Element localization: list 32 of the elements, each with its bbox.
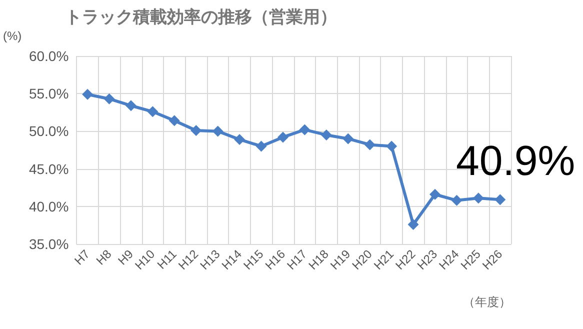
point bbox=[147, 106, 158, 118]
point bbox=[82, 88, 94, 100]
point bbox=[234, 134, 246, 145]
point bbox=[429, 188, 440, 200]
point bbox=[256, 140, 267, 152]
y-tick-label: 35.0% bbox=[28, 236, 69, 252]
y-tick-label: 55.0% bbox=[28, 86, 69, 102]
y-tick-label: 45.0% bbox=[28, 160, 69, 177]
x-tick-label: H8 bbox=[93, 246, 114, 268]
annotation: 40.9% bbox=[456, 137, 576, 184]
point bbox=[104, 93, 115, 104]
point bbox=[320, 129, 332, 140]
point bbox=[299, 124, 310, 136]
y-tick-label: 50.0% bbox=[28, 123, 69, 140]
y-tick-label: 40.0% bbox=[28, 198, 69, 214]
point bbox=[364, 139, 376, 150]
point bbox=[451, 194, 462, 206]
point bbox=[472, 192, 484, 204]
y-axis-title: (%) bbox=[2, 29, 22, 43]
point bbox=[494, 194, 506, 206]
point bbox=[212, 126, 224, 137]
point bbox=[386, 140, 398, 152]
point bbox=[125, 100, 136, 112]
y-tick-label: 60.0% bbox=[28, 48, 69, 64]
point bbox=[408, 218, 419, 230]
chart-title: トラック積載効率の推移（営業用） bbox=[65, 8, 337, 28]
x-tick-label: H7 bbox=[72, 246, 93, 268]
point bbox=[168, 115, 180, 126]
point bbox=[342, 133, 354, 144]
point bbox=[190, 124, 202, 136]
x-axis-title: （年度） bbox=[463, 295, 511, 309]
point bbox=[277, 132, 288, 143]
